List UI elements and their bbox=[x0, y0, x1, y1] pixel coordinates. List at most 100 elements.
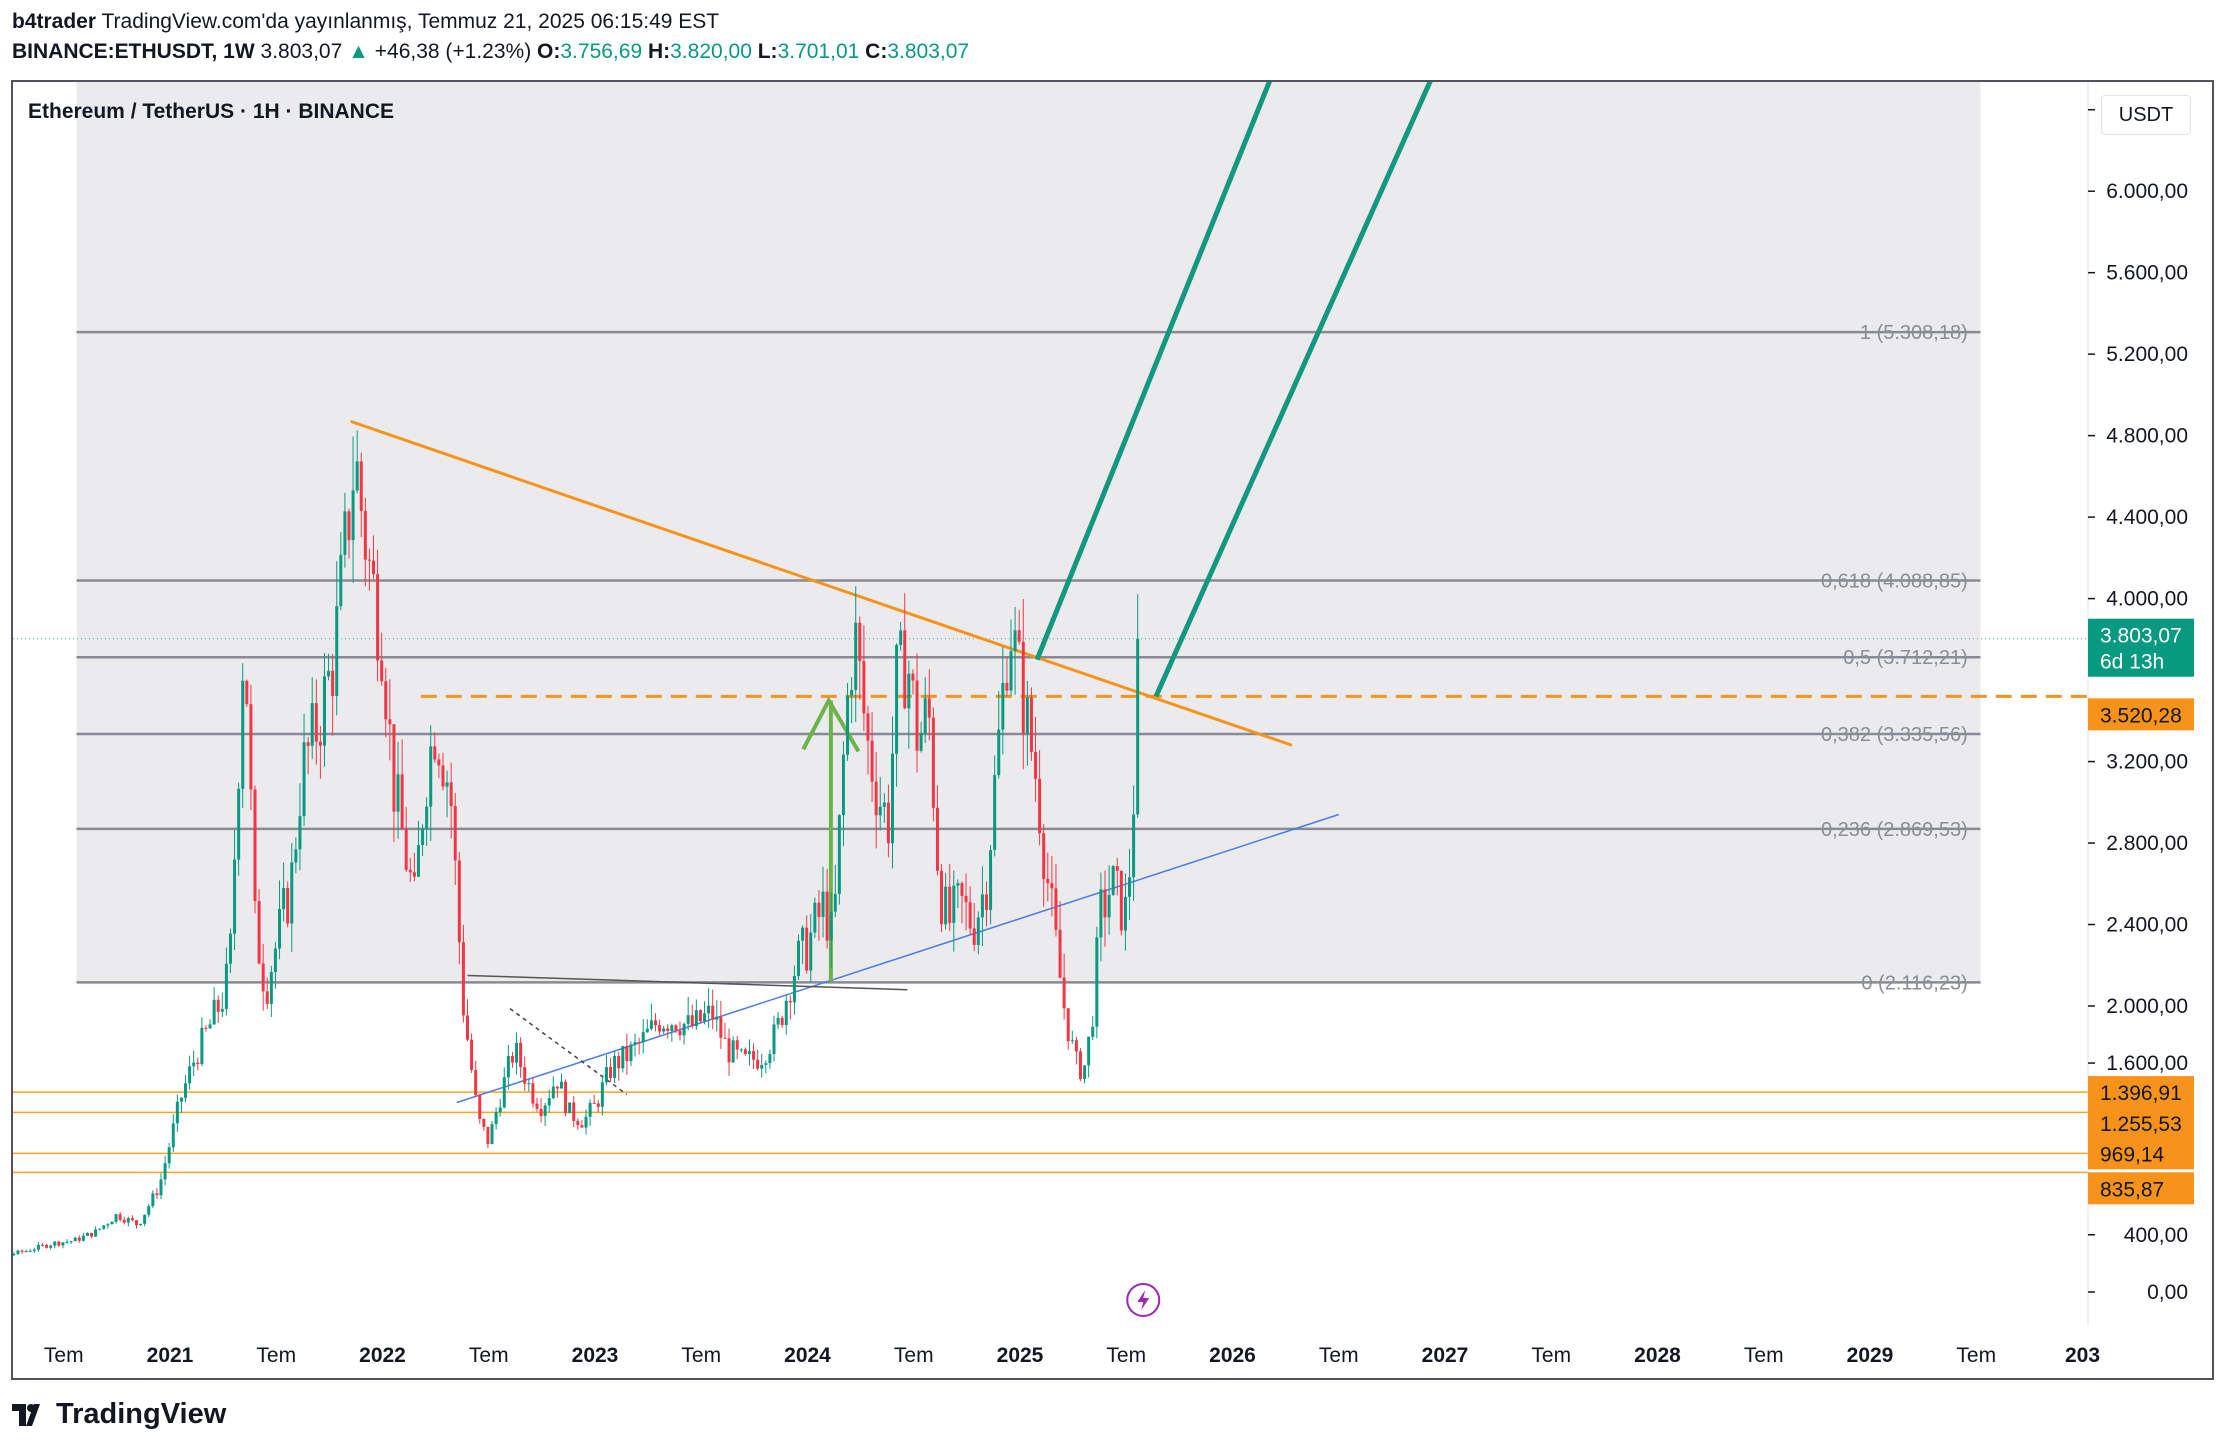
candle-body bbox=[923, 698, 927, 734]
candle-body bbox=[1078, 1051, 1082, 1079]
candle-body bbox=[764, 1063, 768, 1065]
candle-body bbox=[690, 1015, 694, 1027]
candle-body bbox=[592, 1102, 596, 1104]
candle-body bbox=[997, 729, 1001, 776]
candle-body bbox=[224, 963, 228, 1009]
candle-body bbox=[1050, 883, 1054, 889]
dotted-diagonal bbox=[509, 1008, 628, 1096]
candle-body bbox=[506, 1056, 510, 1078]
countdown-label: 6d 13h bbox=[2100, 651, 2164, 674]
candle-body bbox=[825, 891, 829, 941]
candle-body bbox=[551, 1086, 555, 1099]
candle-body bbox=[253, 789, 257, 902]
candle-body bbox=[1025, 697, 1029, 734]
candle-body bbox=[641, 1032, 645, 1043]
candle-body bbox=[130, 1218, 134, 1221]
time-tick-label: 2021 bbox=[147, 1344, 194, 1367]
time-tick-label: 2024 bbox=[784, 1344, 831, 1367]
candle-body bbox=[658, 1025, 662, 1032]
candle-body bbox=[347, 511, 351, 541]
time-tick-label: Tem bbox=[44, 1344, 84, 1367]
candle-body bbox=[147, 1206, 151, 1215]
candle-body bbox=[49, 1245, 53, 1248]
candle-body bbox=[653, 1020, 657, 1026]
candle-body bbox=[184, 1083, 188, 1098]
candle-body bbox=[637, 1042, 641, 1044]
candle-body bbox=[756, 1059, 760, 1069]
candle-body bbox=[1095, 937, 1099, 1027]
time-tick-label: Tem bbox=[1531, 1344, 1571, 1367]
candle-body bbox=[1083, 1065, 1087, 1079]
price-tick-label: 2.000,00 bbox=[2106, 995, 2188, 1018]
candle-body bbox=[143, 1214, 147, 1224]
candle-body bbox=[760, 1064, 764, 1069]
candle-body bbox=[837, 815, 841, 894]
candle-body bbox=[306, 742, 310, 746]
candle-body bbox=[510, 1056, 514, 1063]
candle-body bbox=[1123, 896, 1127, 931]
candle-body bbox=[739, 1049, 743, 1051]
candle-body bbox=[163, 1163, 167, 1180]
candle-body bbox=[878, 806, 882, 816]
candle-body bbox=[858, 622, 862, 662]
candle-body bbox=[126, 1218, 130, 1223]
candle-body bbox=[670, 1025, 674, 1031]
candle-body bbox=[1074, 1040, 1078, 1052]
candle-body bbox=[727, 1038, 731, 1063]
candle-body bbox=[747, 1051, 751, 1055]
price-badge bbox=[2088, 1137, 2194, 1170]
candle-body bbox=[784, 1000, 788, 1026]
candle-body bbox=[621, 1046, 625, 1069]
candle-body bbox=[768, 1054, 772, 1064]
time-tick-label: Tem bbox=[894, 1344, 934, 1367]
candle-body bbox=[625, 1046, 629, 1062]
candle-body bbox=[976, 917, 980, 945]
candle-body bbox=[245, 680, 249, 705]
candle-body bbox=[866, 713, 870, 741]
candle-body bbox=[351, 490, 355, 541]
candle-body bbox=[298, 816, 302, 850]
price-tick-label: 3.200,00 bbox=[2106, 751, 2188, 774]
candle-body bbox=[989, 850, 993, 910]
candle-body bbox=[269, 972, 273, 1004]
price-badge bbox=[2088, 1107, 2194, 1140]
candle-body bbox=[175, 1101, 179, 1124]
candle-body bbox=[359, 461, 363, 511]
candle-body bbox=[1054, 888, 1058, 930]
price-tick-label: 2.400,00 bbox=[2106, 914, 2188, 937]
ascending-trendline bbox=[456, 813, 1339, 1104]
candle-body bbox=[711, 1005, 715, 1020]
candle-body bbox=[490, 1124, 494, 1145]
candle-body bbox=[678, 1030, 682, 1036]
candle-body bbox=[698, 1010, 702, 1022]
currency-button[interactable]: USDT bbox=[2101, 95, 2191, 135]
up-triangle-icon: ▲ bbox=[348, 40, 369, 63]
price-badge bbox=[2088, 1076, 2194, 1109]
candle-body bbox=[1021, 641, 1025, 734]
price-tick-label: 6.000,00 bbox=[2106, 180, 2188, 203]
candle-body bbox=[686, 1015, 690, 1024]
candle-body bbox=[85, 1232, 89, 1236]
candle-body bbox=[731, 1040, 735, 1063]
candle-body bbox=[106, 1224, 110, 1226]
candle-body bbox=[964, 895, 968, 903]
candle-body bbox=[1066, 1008, 1070, 1042]
high-label: H: bbox=[647, 40, 671, 63]
candle-body bbox=[474, 1070, 478, 1096]
candle-body bbox=[421, 828, 425, 846]
candle-body bbox=[433, 746, 437, 760]
candle-body bbox=[980, 894, 984, 918]
fib-label: 0 (2.116,23) bbox=[1861, 972, 1967, 994]
candle-body bbox=[919, 733, 923, 751]
time-tick-label: 203 bbox=[2065, 1344, 2100, 1367]
candle-body bbox=[384, 681, 388, 720]
chart-canvas[interactable]: 1,618 (7.280,80)1 (5.308,18)0,618 (4.088… bbox=[13, 82, 2212, 1378]
time-tick-label: Tem bbox=[1956, 1344, 1996, 1367]
candle-body bbox=[98, 1228, 102, 1230]
candle-body bbox=[833, 893, 837, 912]
candle-body bbox=[984, 894, 988, 910]
candle-body bbox=[915, 680, 919, 751]
candle-body bbox=[649, 1020, 653, 1029]
candle-body bbox=[380, 660, 384, 682]
time-tick-label: 2025 bbox=[997, 1344, 1044, 1367]
